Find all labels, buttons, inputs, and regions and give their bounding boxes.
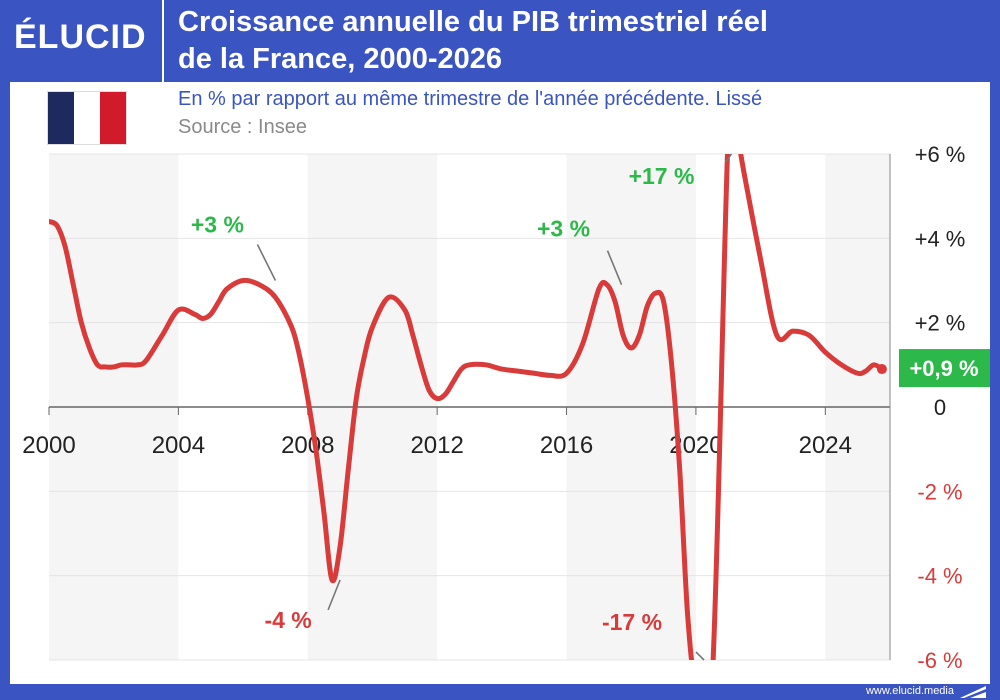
annotation-label: +17 % — [629, 163, 695, 189]
last-value-badge — [899, 349, 990, 388]
annotation-label: +3 % — [537, 216, 590, 242]
y-tick-label: +4 % — [915, 226, 966, 251]
x-tick-label: 2012 — [410, 432, 463, 459]
y-tick-label: +2 % — [915, 311, 966, 336]
last-value-label: +0,9 % — [909, 356, 978, 381]
france-flag-icon — [48, 92, 126, 144]
annotation-leader — [606, 250, 623, 286]
chart-subtitle: En % par rapport au même trimestre de l'… — [178, 88, 763, 110]
annotation-label: -17 % — [602, 609, 662, 635]
header-divider — [162, 0, 164, 82]
x-tick-label: 2008 — [281, 432, 334, 459]
chart-title-line-2: de la France, 2000-2026 — [178, 43, 503, 75]
last-value-dot — [876, 364, 887, 375]
y-tick-label: +6 % — [915, 142, 966, 167]
x-tick-label: 2024 — [799, 432, 852, 459]
y-tick-label: -6 % — [917, 648, 962, 673]
annotation-leader — [327, 579, 341, 611]
chart-panel: En % par rapport au même trimestre de l'… — [10, 82, 990, 684]
elucid-logo: ÉLUCID — [14, 18, 147, 56]
chart-title: Croissance annuelle du PIB trimestriel r… — [178, 4, 978, 78]
annotation-label: +3 % — [191, 212, 244, 238]
x-tick-label: 2000 — [22, 432, 75, 459]
elucid-mark-icon — [960, 686, 986, 698]
annotation-label: -4 % — [264, 607, 311, 633]
annotation-leader — [724, 153, 733, 163]
gdp-growth-line — [49, 154, 885, 660]
header: ÉLUCID Croissance annuelle du PIB trimes… — [0, 0, 1000, 82]
line-chart: 2000 2004 2008 2012 2016 2020 2024+6 %+4 %+2 %… — [22, 142, 990, 673]
x-tick-label: 2004 — [152, 432, 205, 459]
y-tick-label: 0 — [934, 395, 946, 420]
annotation-leader — [695, 651, 705, 661]
annotation-leader — [256, 244, 277, 281]
y-tick-label: -4 % — [917, 564, 962, 589]
footer-url[interactable]: www.elucid.media — [865, 685, 954, 697]
y-tick-label: -2 % — [917, 479, 962, 504]
x-tick-label: 2016 — [540, 432, 593, 459]
chart-title-line-1: Croissance annuelle du PIB trimestriel r… — [178, 6, 768, 38]
chart-source: Source : Insee — [178, 116, 307, 138]
